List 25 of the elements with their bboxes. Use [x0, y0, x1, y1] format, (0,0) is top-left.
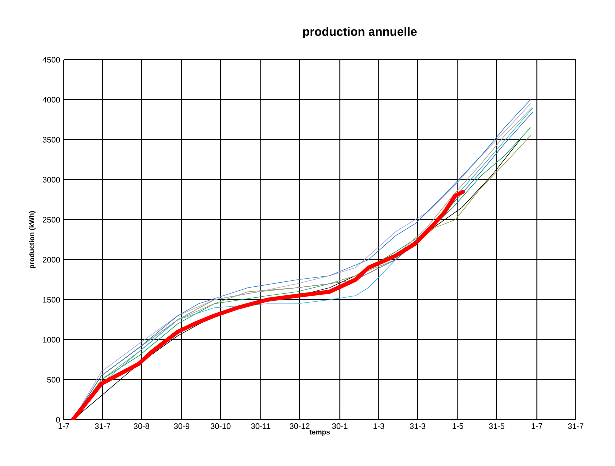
y-tick-label: 2000 [43, 257, 60, 263]
y-tick-label: 2500 [43, 217, 60, 223]
x-tick-label: 1-3 [374, 424, 384, 430]
y-tick-label: 0 [56, 417, 60, 423]
x-tick-label: 31-3 [410, 424, 426, 430]
x-tick-label: 31-5 [489, 424, 505, 430]
chart-title: production annuelle [303, 27, 417, 38]
y-tick-label: 4000 [42, 97, 60, 103]
x-tick-label: 30-10 [210, 424, 231, 430]
x-tick-label: 30-12 [290, 424, 310, 430]
x-tick-label: 1-7 [532, 424, 542, 430]
y-tick-label: 4500 [42, 57, 60, 63]
x-tick-label: 1-5 [452, 424, 464, 430]
x-tick-label: 30-9 [174, 424, 190, 430]
x-tick-label: 31-7 [95, 424, 110, 430]
x-tick-label: 30-1 [332, 424, 348, 430]
y-tick-label: 1000 [43, 337, 60, 343]
x-tick-label: 1-7 [58, 424, 70, 430]
x-tick-label: 30-11 [251, 424, 271, 430]
x-tick-label: 31-7 [568, 424, 584, 430]
x-tick-label: 30-8 [134, 424, 150, 430]
y-tick-label: 500 [47, 377, 60, 383]
y-tick-label: 1500 [43, 297, 60, 303]
y-tick-label: 3000 [42, 177, 60, 183]
y-tick-label: 3500 [42, 137, 60, 143]
